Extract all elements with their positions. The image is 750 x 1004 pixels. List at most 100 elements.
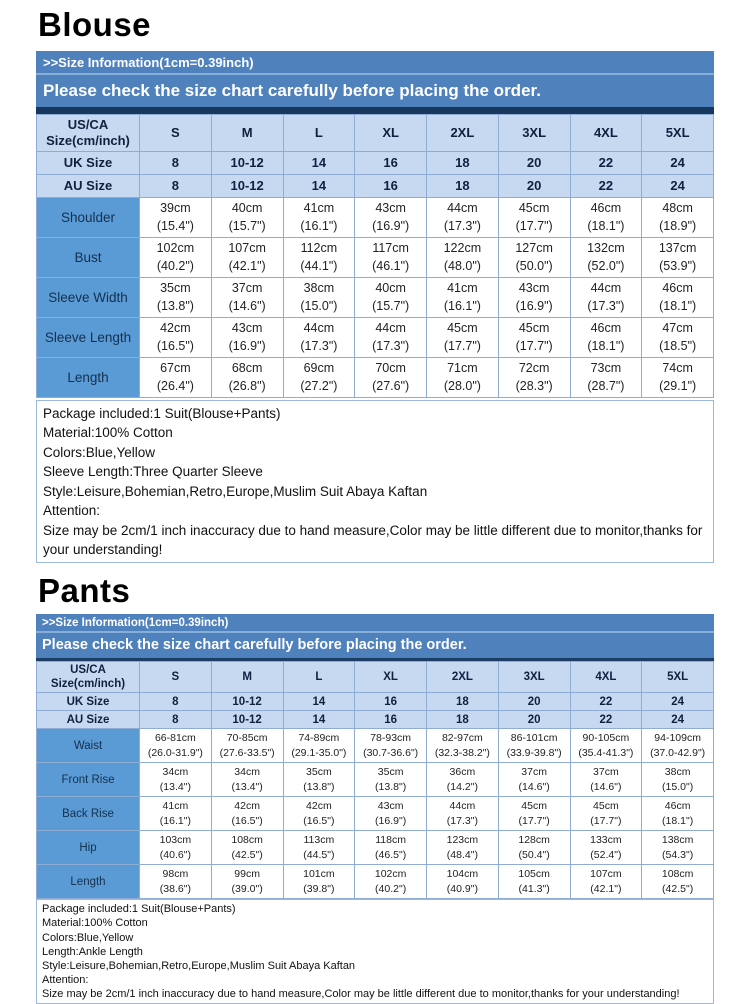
measurement-value: 69cm (27.2") [282, 356, 356, 398]
size-value: 20 [497, 710, 571, 730]
info-line: Package included:1 Suit(Blouse+Pants) [43, 405, 281, 421]
measurement-value: 113cm (44.5") [282, 830, 356, 866]
measurement-row: Hip 103cm (40.6") 108cm (42.5") 113cm (44.5") 1… [36, 830, 714, 866]
measurement-value: 41cm (16.1") [426, 276, 499, 318]
measurement-value: 46cm (18.1") [569, 316, 643, 358]
measurement-row: Back Rise 41cm (16.1") 42cm (16.5") 42cm (16.5… [36, 796, 714, 832]
size-column-header: 3XL [497, 661, 571, 694]
measurement-value: 101cm (39.8") [282, 864, 356, 900]
measurement-value: 82-97cm (32.3-38.2") [426, 728, 499, 764]
au-size-label: AU Size [36, 173, 140, 198]
pants-section: Pants >>Size Information(1cm=0.39inch) P… [36, 572, 714, 1004]
size-value: 10-12 [210, 173, 284, 198]
pants-info-box: Package included:1 Suit(Blouse+Pants) Mat… [36, 899, 714, 1004]
size-value: 24 [641, 173, 714, 198]
uk-size-label: UK Size [36, 150, 140, 175]
measurement-value: 37cm (14.6") [210, 276, 284, 318]
measurement-value: 43cm (16.9") [354, 796, 427, 832]
measurement-value: 45cm (17.7") [497, 796, 571, 832]
measurement-value: 35cm (13.8") [139, 276, 212, 318]
measurement-value: 108cm (42.5") [641, 864, 714, 900]
size-column-header: XL [354, 661, 427, 694]
measurement-value: 66-81cm (26.0-31.9") [139, 728, 212, 764]
blouse-title: Blouse [38, 6, 152, 43]
measurement-value: 43cm (16.9") [210, 316, 284, 358]
measurement-label: Length [36, 864, 140, 900]
info-line: Size may be 2cm/1 inch inaccuracy due to… [43, 522, 703, 557]
measurement-value: 48cm (18.9") [641, 196, 714, 238]
size-value: 20 [497, 150, 571, 175]
size-value: 18 [426, 150, 499, 175]
pants-banner: >>Size Information(1cm=0.39inch) Please … [36, 614, 714, 662]
measurement-value: 42cm (16.5") [282, 796, 356, 832]
measurement-value: 90-105cm (35.4-41.3") [569, 728, 643, 764]
measurement-value: 44cm (17.3") [426, 796, 499, 832]
measurement-label: Bust [36, 236, 140, 278]
measurement-value: 46cm (18.1") [641, 276, 714, 318]
measurement-row: Length 98cm (38.6") 99cm (39.0") 101cm (39.8")… [36, 864, 714, 900]
measurement-value: 71cm (28.0") [426, 356, 499, 398]
measurement-value: 99cm (39.0") [210, 864, 284, 900]
measurement-value: 104cm (40.9") [426, 864, 499, 900]
measurement-value: 44cm (17.3") [569, 276, 643, 318]
size-value: 22 [569, 692, 643, 712]
size-column-header: S [139, 113, 212, 152]
measurement-value: 46cm (18.1") [569, 196, 643, 238]
measurement-value: 44cm (17.3") [282, 316, 356, 358]
measurement-value: 45cm (17.7") [497, 316, 571, 358]
measurement-value: 36cm (14.2") [426, 762, 499, 798]
size-column-header: 4XL [569, 661, 643, 694]
size-value: 24 [641, 710, 714, 730]
measurement-value: 73cm (28.7") [569, 356, 643, 398]
measurement-row: Sleeve Width 35cm (13.8") 37cm (14.6") 38cm (1… [36, 276, 714, 318]
blouse-size-info-label: >>Size Information(1cm=0.39inch) [36, 51, 714, 75]
size-value: 20 [497, 173, 571, 198]
size-value: 8 [139, 150, 212, 175]
measurement-value: 38cm (15.0") [282, 276, 356, 318]
measurement-value: 67cm (26.4") [139, 356, 212, 398]
measurement-row: Length 67cm (26.4") 68cm (26.8") 69cm (27.2") 7… [36, 356, 714, 398]
size-value: 16 [354, 710, 427, 730]
size-value: 16 [354, 692, 427, 712]
info-line: Attention: [43, 503, 101, 519]
size-column-header: M [210, 113, 284, 152]
measurement-value: 39cm (15.4") [139, 196, 212, 238]
uk-size-label: UK Size [36, 692, 140, 712]
measurement-value: 122cm (48.0") [426, 236, 499, 278]
size-value: 22 [569, 710, 643, 730]
measurement-value: 42cm (16.5") [210, 796, 284, 832]
uk-size-row: UK Size 8 10-12 14 16 18 20 22 24 [36, 692, 714, 712]
size-value: 24 [641, 692, 714, 712]
blouse-section: Blouse >>Size Information(1cm=0.39inch) … [36, 6, 714, 564]
size-value: 22 [569, 173, 643, 198]
measurement-label: Sleeve Width [36, 276, 140, 318]
measurement-row: Front Rise 34cm (13.4") 34cm (13.4") 35cm (13.… [36, 762, 714, 798]
measurement-row: Sleeve Length 42cm (16.5") 43cm (16.9") 44cm(… [36, 316, 714, 358]
info-line: Colors:Blue,Yellow [42, 931, 134, 944]
measurement-value: 133cm (52.4") [569, 830, 643, 866]
size-value: 18 [426, 710, 499, 730]
measurement-value: 117cm (46.1") [354, 236, 427, 278]
measurement-value: 46cm (18.1") [641, 796, 714, 832]
measurement-value: 70-85cm (27.6-33.5") [210, 728, 284, 764]
measurement-value: 123cm (48.4") [426, 830, 499, 866]
info-line: Attention: [42, 973, 89, 986]
size-value: 22 [569, 150, 643, 175]
pants-size-info-label: >>Size Information(1cm=0.39inch) [36, 614, 714, 634]
pants-size-table: US/CA Size(cm/inch) S M L XL 2XL 3XL 4XL 5XL UK S… [36, 661, 714, 900]
measurement-value: 43cm (16.9") [354, 196, 427, 238]
blouse-banner: >>Size Information(1cm=0.39inch) Please … [36, 50, 714, 107]
info-line: Package included:1 Suit(Blouse+Pants) [42, 903, 236, 916]
blouse-info-box: Package included:1 Suit(Blouse+Pants) Mat… [36, 399, 714, 564]
measurement-value: 41cm (16.1") [139, 796, 212, 832]
size-value: 18 [426, 692, 499, 712]
au-size-label: AU Size [36, 710, 140, 730]
size-table: US/CA Size(cm/inch) S M L XL 2XL 3XL 4XL 5XL UK S… [36, 661, 714, 900]
size-value: 8 [139, 710, 212, 730]
measurement-value: 102cm (40.2") [354, 864, 427, 900]
size-value: 14 [282, 692, 356, 712]
info-line: Sleeve Length:Three Quarter Sleeve [43, 464, 263, 480]
measurement-value: 98cm (38.6") [139, 864, 212, 900]
header-row: US/CA Size(cm/inch) S M L XL 2XL 3XL 4XL 5XL [36, 661, 714, 694]
measurement-value: 102cm (40.2") [139, 236, 212, 278]
